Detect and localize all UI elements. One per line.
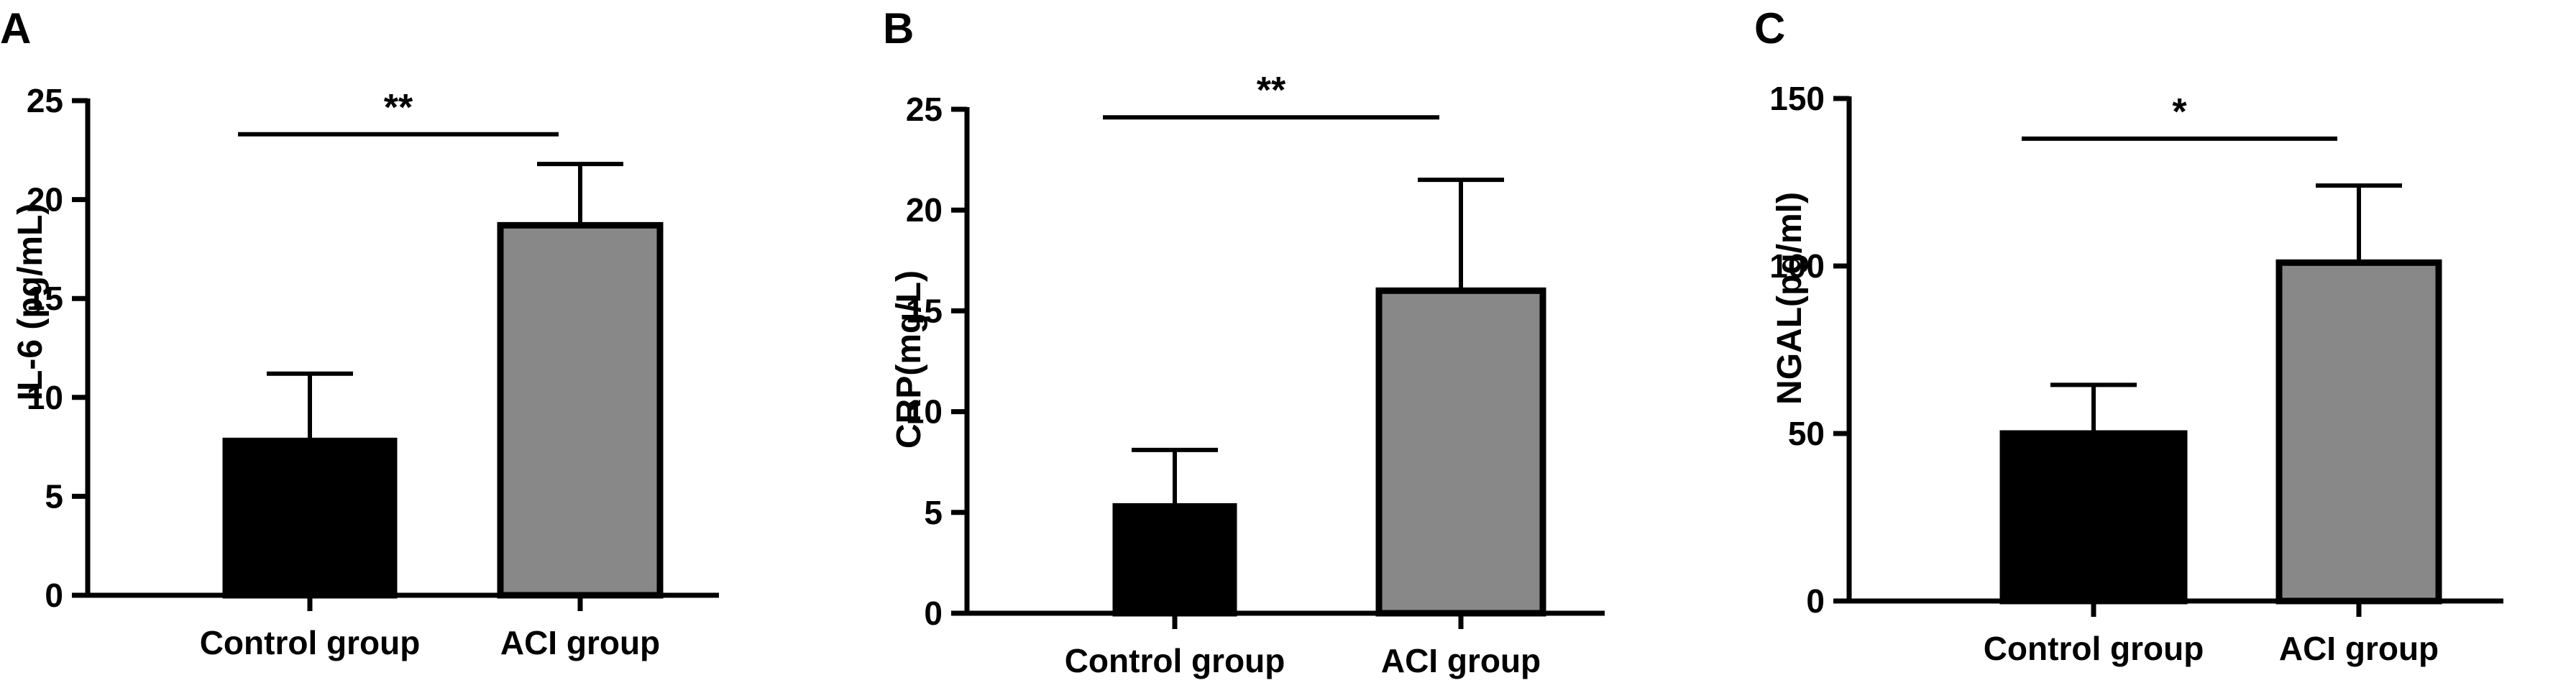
- x-tick-label: ACI group: [2279, 630, 2439, 667]
- x-tick-label: Control group: [1984, 630, 2204, 667]
- panel-a: A IL-6 (pg/mL) 0 5 10 15 20 25 Control group AC…: [0, 4, 719, 661]
- y-tick-label: 10: [906, 393, 943, 431]
- y-tick-label: 10: [27, 379, 63, 416]
- bar: [1999, 430, 2188, 605]
- plot-area: 0 5 10 15 20 25 Control group ACI group **: [27, 82, 719, 661]
- y-tick-label: 5: [924, 494, 943, 531]
- y-tick-label: 15: [27, 280, 63, 317]
- y-tick-label: 25: [906, 91, 943, 128]
- y-tick-label: 0: [45, 577, 63, 614]
- x-tick-label: ACI group: [500, 624, 660, 661]
- y-axis-label: IL-6 (pg/mL): [12, 203, 50, 401]
- panel-label: A: [0, 4, 31, 52]
- panel-c: C NGAL(pg/ml) 0 50 100 150 Control group ACI …: [1754, 4, 2503, 667]
- y-tick-label: 150: [1769, 80, 1825, 117]
- y-tick-label: 50: [1788, 415, 1825, 452]
- significance-marker: **: [1257, 70, 1286, 111]
- plot-area: 0 50 100 150 Control group ACI group *: [1769, 80, 2503, 667]
- panel-label: B: [883, 4, 914, 52]
- bar: [1375, 287, 1546, 617]
- y-tick-label: 100: [1769, 247, 1825, 285]
- bar: [497, 221, 664, 599]
- y-tick-label: 15: [906, 292, 943, 329]
- x-tick-label: ACI group: [1381, 642, 1541, 679]
- bar: [222, 437, 398, 599]
- y-tick-label: 0: [924, 595, 943, 632]
- bar: [2275, 259, 2442, 605]
- y-tick-label: 20: [27, 181, 63, 219]
- y-axis-label: NGAL(pg/ml): [1771, 192, 1809, 405]
- x-tick-label: Control group: [200, 624, 421, 661]
- y-axis-label: CRP(mg/L): [890, 270, 928, 449]
- x-tick-label: Control group: [1065, 642, 1285, 679]
- y-tick-label: 20: [906, 191, 943, 229]
- plot-area: 0 5 10 15 20 25 Control group ACI group **: [906, 70, 1605, 679]
- y-tick-label: 5: [45, 477, 63, 515]
- significance-marker: **: [384, 87, 413, 129]
- significance-marker: *: [2172, 91, 2187, 133]
- bar: [1112, 503, 1237, 617]
- panel-label: C: [1754, 4, 1785, 52]
- panel-b: B CRP(mg/L) 0 5 10 15 20 25 Control group ACI g…: [883, 4, 1605, 679]
- y-tick-label: 0: [1806, 582, 1825, 620]
- y-tick-label: 25: [27, 82, 63, 119]
